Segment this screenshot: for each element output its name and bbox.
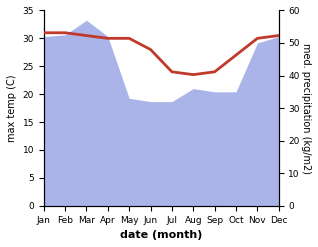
Y-axis label: max temp (C): max temp (C)	[7, 74, 17, 142]
X-axis label: date (month): date (month)	[120, 230, 203, 240]
Y-axis label: med. precipitation (kg/m2): med. precipitation (kg/m2)	[301, 43, 311, 174]
